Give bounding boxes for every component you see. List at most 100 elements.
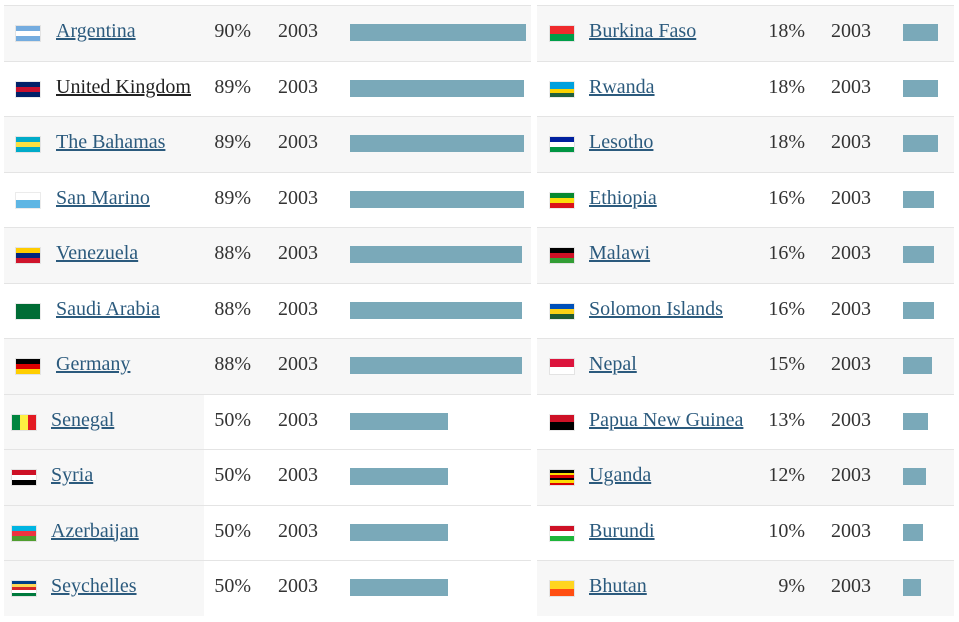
country-link-solomon-islands[interactable]: Solomon Islands [589,297,723,320]
saudi-arabia-flag-icon [16,303,40,319]
bar-rwanda [903,79,938,97]
papua-new-guinea-flag-icon [550,414,574,430]
year-label: 2003 [278,575,318,597]
percent-label: 50% [214,464,251,486]
year-label: 2003 [278,131,318,153]
year-label: 2003 [278,75,318,98]
percent-label: 18% [768,20,805,42]
table-row: Bhutan 9% 2003 [537,560,954,616]
bar-papua-new-guinea [903,412,928,430]
bar-nepal [903,357,932,374]
bar-argentina [350,24,526,41]
year-label: 2003 [831,575,871,597]
burkina-faso-flag-icon [550,26,574,41]
bar-saudi-arabia [350,301,522,319]
malawi-flag-icon [550,248,574,263]
country-link-argentina[interactable]: Argentina [56,20,136,42]
bahamas-flag-icon [16,137,40,152]
table-row: Burkina Faso 18% 2003 [537,5,954,61]
country-link-malawi[interactable]: Malawi [589,242,651,264]
country-link-bhutan[interactable]: Bhutan [589,575,647,597]
country-link-lesotho[interactable]: Lesotho [589,131,654,153]
table-row: Solomon Islands 16% 2003 [537,282,954,339]
azerbaijan-flag-icon [12,525,36,541]
country-link-san-marino[interactable]: San Marino [56,186,150,209]
table-row: Azerbaijan 50% 2003 [4,504,531,560]
bar-lesotho [903,135,938,152]
country-link-the-bahamas[interactable]: The Bahamas [56,131,166,153]
country-link-uganda[interactable]: Uganda [589,464,652,486]
bar-burundi [903,523,923,541]
percent-label: 90% [214,20,251,42]
percent-label: 15% [768,353,805,375]
united-kingdom-flag-icon [16,81,40,97]
bar-solomon-islands [903,301,934,319]
percent-label: 16% [768,297,805,320]
percent-label: 16% [768,186,805,209]
year-label: 2003 [831,297,871,320]
year-label: 2003 [831,464,871,486]
table-row: Argentina 90% 2003 [4,5,531,61]
country-link-united-kingdom[interactable]: United Kingdom [56,75,191,98]
country-link-papua-new-guinea[interactable]: Papua New Guinea [589,408,744,431]
year-label: 2003 [831,186,871,209]
year-label: 2003 [831,519,871,542]
country-link-senegal[interactable]: Senegal [51,408,115,431]
country-link-syria[interactable]: Syria [51,464,94,486]
table-row: Uganda 12% 2003 [537,449,954,505]
bar-burkina-faso [903,24,938,41]
lesotho-flag-icon [550,137,574,152]
bhutan-flag-icon [550,581,574,596]
percent-label: 13% [768,408,805,431]
country-link-seychelles[interactable]: Seychelles [51,575,137,597]
rwanda-flag-icon [550,81,574,97]
percent-label: 18% [768,131,805,153]
bar-seychelles [350,579,448,596]
year-label: 2003 [278,464,318,486]
venezuela-flag-icon [16,248,40,263]
table-row: Lesotho 18% 2003 [537,116,954,172]
senegal-flag-icon [12,414,36,430]
bar-venezuela [350,246,522,263]
uganda-flag-icon [550,470,574,485]
seychelles-flag-icon [12,581,36,596]
year-label: 2003 [278,20,318,42]
solomon-islands-flag-icon [550,303,574,319]
year-label: 2003 [831,20,871,42]
bar-germany [350,357,522,374]
table-row: San Marino 89% 2003 [4,171,531,228]
country-link-nepal[interactable]: Nepal [589,353,637,375]
country-link-saudi-arabia[interactable]: Saudi Arabia [56,297,160,320]
ethiopia-flag-icon [550,192,574,208]
percent-label: 10% [768,519,805,542]
country-link-ethiopia[interactable]: Ethiopia [589,186,657,209]
country-link-venezuela[interactable]: Venezuela [56,242,139,264]
table-row: Seychelles 50% 2003 [4,560,531,616]
percent-label: 18% [768,75,805,98]
country-link-azerbaijan[interactable]: Azerbaijan [51,519,139,542]
table-row: United Kingdom 89% 2003 [4,60,531,117]
percent-label: 50% [214,519,251,542]
bar-united-kingdom [350,79,524,97]
year-label: 2003 [831,75,871,98]
bar-malawi [903,246,934,263]
argentina-flag-icon [16,26,40,41]
table-row: Burundi 10% 2003 [537,504,954,561]
right-column: Burkina Faso 18% 2003 Rwanda 18% 2003 Lesotho 1… [537,5,954,616]
year-label: 2003 [278,242,318,264]
percent-label: 50% [214,575,251,597]
country-link-germany[interactable]: Germany [56,353,131,375]
year-label: 2003 [278,353,318,375]
bar-senegal [350,412,448,430]
percent-label: 50% [214,408,251,431]
percent-label: 16% [768,242,805,264]
table-row: Nepal 15% 2003 [537,338,954,394]
country-link-burundi[interactable]: Burundi [589,519,655,542]
table-row: Senegal 50% 2003 [4,393,531,449]
year-label: 2003 [831,353,871,375]
year-label: 2003 [278,519,318,542]
table-row: Ethiopia 16% 2003 [537,171,954,228]
bar-uganda [903,468,926,485]
country-link-burkina-faso[interactable]: Burkina Faso [589,20,697,42]
country-link-rwanda[interactable]: Rwanda [589,75,655,98]
